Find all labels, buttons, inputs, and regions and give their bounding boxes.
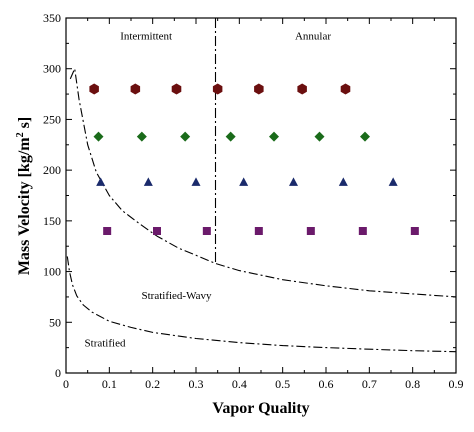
x-axis-title: Vapor Quality: [212, 400, 309, 417]
plot-frame: [65, 17, 457, 374]
square-marker: [202, 227, 211, 235]
diamond-marker: [269, 131, 279, 142]
y-tick-label: 350: [43, 11, 61, 25]
diamond-marker: [93, 131, 104, 142]
square-marker: [254, 227, 263, 235]
y-axis-title: Mass Velocity [kg/m2 s]: [15, 117, 33, 275]
y-tick-label: 150: [43, 214, 61, 228]
triangle-marker: [191, 177, 201, 186]
hexagon-marker: [297, 83, 307, 95]
x-tick-label: 0.2: [145, 377, 160, 391]
y-tick-label: 100: [43, 265, 61, 279]
boundary-lines: [66, 18, 457, 353]
hexagon-marker: [212, 83, 223, 95]
region-label: Intermittent: [120, 30, 172, 42]
x-tick-label: 0: [63, 377, 69, 391]
hexagon-marker: [340, 83, 351, 95]
region-label: Annular: [295, 30, 331, 42]
square-marker: [306, 227, 315, 235]
diamond-marker: [314, 131, 325, 142]
hexagon-marker: [171, 83, 182, 95]
triangle-marker: [143, 177, 153, 186]
square-marker: [153, 227, 161, 235]
diamond-marker: [180, 131, 191, 142]
y-tick-label: 300: [43, 62, 61, 76]
hexagon-marker: [89, 83, 99, 95]
diamond-marker: [225, 131, 236, 142]
triangle-marker: [239, 177, 249, 186]
x-tick-label: 0.9: [449, 377, 464, 391]
x-tick-label: 0.6: [319, 377, 334, 391]
y-tick-label: 250: [43, 112, 61, 126]
region-labels: Intermittent Annular Stratified-Wavy Strati…: [85, 30, 332, 349]
x-tick-label: 0.7: [362, 377, 377, 391]
diamond-marker: [136, 131, 147, 142]
triangle-marker: [289, 177, 298, 186]
x-tick-label: 0.5: [275, 377, 290, 391]
x-tick-label: 0.3: [189, 377, 204, 391]
x-tick-label: 0.1: [102, 377, 117, 391]
square-marker: [103, 227, 112, 235]
boundary-line-lower: [66, 256, 457, 353]
y-tick-label: 200: [43, 163, 61, 177]
hexagon-marker: [254, 83, 264, 95]
triangle-marker: [338, 177, 348, 186]
triangle-marker: [96, 177, 106, 186]
triangle-marker: [388, 177, 398, 186]
x-tick-label: 0.4: [232, 377, 247, 391]
data-markers: [89, 83, 419, 235]
square-marker: [358, 227, 367, 235]
y-tick-label: 50: [49, 315, 61, 329]
hexagon-marker: [130, 83, 141, 95]
diamond-marker: [360, 131, 370, 142]
boundary-line-upper: [69, 68, 457, 298]
x-tick-label: 0.8: [405, 377, 420, 391]
y-tick-label: 0: [55, 366, 61, 380]
axes: 0 0.1 0.2 0.3 0.4 0.5 0.6 0.7 0.8 0.9 0 50 100 150 200…: [43, 11, 464, 391]
region-label: Stratified: [85, 338, 126, 350]
region-label: Stratified-Wavy: [142, 290, 212, 302]
square-marker: [410, 227, 419, 235]
